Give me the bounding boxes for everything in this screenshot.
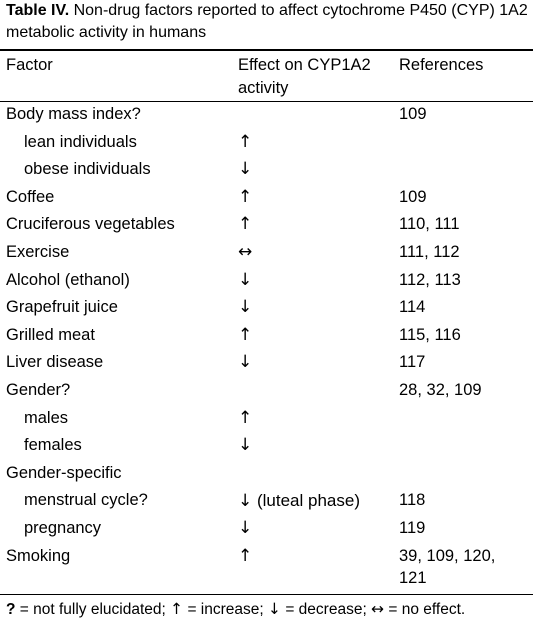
effect-note: (luteal phase) bbox=[252, 491, 360, 511]
factor-cell: Gender? bbox=[6, 381, 71, 399]
table-row: Grilled meat ↑ 115, 116 bbox=[0, 322, 533, 350]
up-arrow-icon: ↑ bbox=[170, 600, 184, 618]
table-row: Liver disease ↓ 117 bbox=[0, 349, 533, 377]
references-cell: 114 bbox=[399, 298, 426, 317]
effect-cell: ↑ bbox=[238, 131, 253, 152]
table-row: Alcohol (ethanol) ↓ 112, 113 bbox=[0, 267, 533, 295]
table-header: Factor Effect on CYP1A2 activity Referen… bbox=[0, 54, 533, 100]
factor-cell: Smoking bbox=[6, 546, 71, 565]
factor-cell: Liver disease bbox=[6, 353, 104, 372]
references-cell: 110, 111 bbox=[399, 215, 460, 234]
table-row: pregnancy ↓ 119 bbox=[0, 515, 533, 543]
footnote-text-3: = decrease; bbox=[281, 601, 372, 618]
down-arrow-icon: ↓ bbox=[238, 491, 253, 512]
header-effect-line1: Effect on CYP1A2 bbox=[238, 56, 371, 74]
table-row: Cruciferous vegetables ↑ 110, 111 bbox=[0, 211, 533, 239]
table-row: Grapefruit juice ↓ 114 bbox=[0, 294, 533, 322]
references-cell: 109 bbox=[399, 187, 427, 206]
references-cell: 39, 109, 120, bbox=[399, 546, 496, 565]
references-cell: 118 bbox=[399, 491, 426, 510]
references-cell: 111, 112 bbox=[399, 243, 460, 261]
effect-cell: ↑ bbox=[238, 214, 253, 235]
references-cell: 115, 116 bbox=[399, 325, 461, 344]
references-cell: 117 bbox=[399, 353, 426, 372]
header-effect-line2: activity bbox=[238, 79, 289, 97]
footnote-text-4: = no effect. bbox=[384, 601, 466, 618]
factor-cell: Gender-specific bbox=[6, 463, 122, 482]
table-row: lean individuals ↑ bbox=[0, 129, 533, 157]
factor-cell: Coffee bbox=[6, 187, 55, 206]
factor-cell: females bbox=[24, 436, 82, 455]
table-row: Exercise ↔ 111, 112 bbox=[0, 239, 533, 267]
factor-cell: males bbox=[24, 408, 69, 427]
references-cell: 119 bbox=[399, 519, 426, 537]
factor-cell: Grilled meat bbox=[6, 325, 95, 344]
header-rule bbox=[0, 101, 533, 102]
table-row: Gender? 28, 32, 109 bbox=[0, 377, 533, 405]
factor-cell: Exercise bbox=[6, 243, 70, 261]
footnote-question: ? bbox=[6, 601, 16, 618]
caption-label: Table IV. bbox=[6, 2, 70, 19]
table-row: Gender-specific bbox=[0, 460, 533, 488]
footnote-text-2: = increase; bbox=[183, 601, 269, 618]
bottom-rule bbox=[0, 594, 533, 595]
effect-cell: ↑ bbox=[238, 186, 253, 207]
factor-cell: Body mass index? bbox=[6, 105, 141, 123]
factor-cell: menstrual cycle? bbox=[24, 491, 148, 510]
caption-text: Non-drug factors reported to affect cyto… bbox=[6, 2, 528, 41]
table-row: obese individuals ↓ bbox=[0, 156, 533, 184]
effect-cell: ↓ bbox=[238, 518, 253, 538]
effect-cell: ↑ bbox=[238, 324, 253, 345]
effect-cell: ↓ bbox=[238, 159, 253, 180]
header-references: References bbox=[399, 56, 484, 74]
table-row: menstrual cycle? ↓ (luteal phase) 118 bbox=[0, 487, 533, 515]
factor-cell: pregnancy bbox=[24, 519, 102, 537]
table-row: Body mass index? 109 bbox=[0, 101, 533, 129]
table-footnote: ? = not fully elucidated; ↑ = increase; … bbox=[6, 599, 465, 620]
effect-cell: ↓ bbox=[238, 297, 253, 318]
table-row: Smoking ↑ 39, 109, 120, bbox=[0, 543, 533, 571]
effect-cell: ↓ (luteal phase) bbox=[238, 487, 360, 516]
table-row: males ↑ bbox=[0, 405, 533, 433]
effect-cell: ↓ bbox=[238, 435, 253, 456]
references-cell: 109 bbox=[399, 105, 427, 123]
effect-cell: ↓ bbox=[238, 352, 253, 373]
table-row: females ↓ bbox=[0, 432, 533, 460]
table-row: 121 bbox=[0, 565, 533, 593]
references-cell: 28, 32, 109 bbox=[399, 381, 482, 399]
effect-cell: ↑ bbox=[238, 407, 253, 428]
references-cell: 121 bbox=[399, 568, 427, 587]
factor-cell: Grapefruit juice bbox=[6, 298, 118, 317]
table-row: Coffee ↑ 109 bbox=[0, 184, 533, 212]
header-effect: Effect on CYP1A2 activity bbox=[238, 54, 371, 100]
table-caption: Table IV. Non-drug factors reported to a… bbox=[6, 0, 530, 44]
effect-cell: ↓ bbox=[238, 269, 253, 290]
left-right-arrow-icon: ↔ bbox=[371, 600, 385, 618]
effect-cell: ↑ bbox=[238, 545, 253, 566]
factor-cell: Alcohol (ethanol) bbox=[6, 270, 130, 289]
effect-cell: ↔ bbox=[238, 242, 253, 262]
down-arrow-icon: ↓ bbox=[268, 600, 282, 618]
factor-cell: Cruciferous vegetables bbox=[6, 215, 175, 234]
header-factor: Factor bbox=[6, 56, 53, 74]
factor-cell: obese individuals bbox=[24, 160, 151, 179]
footnote-text-1: = not fully elucidated; bbox=[15, 601, 171, 618]
references-cell: 112, 113 bbox=[399, 270, 461, 289]
factor-cell: lean individuals bbox=[24, 132, 137, 151]
top-rule bbox=[0, 49, 533, 51]
